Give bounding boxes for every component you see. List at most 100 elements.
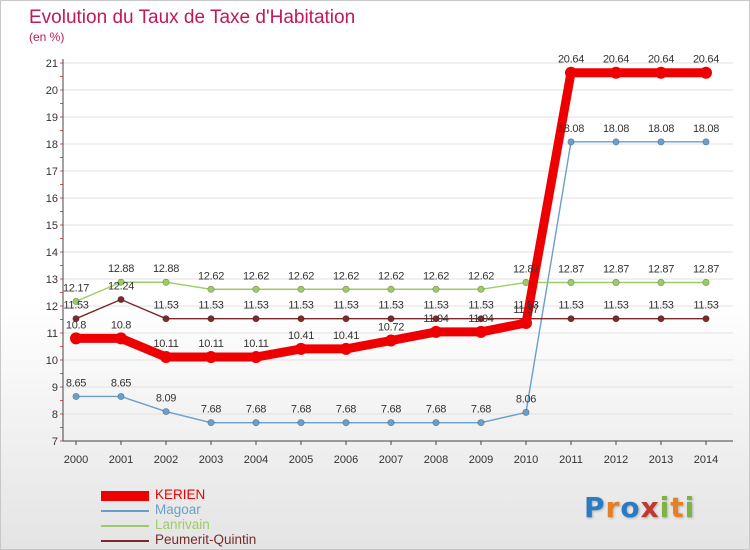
logo-letter: x <box>640 491 660 524</box>
legend-label: KERIEN <box>155 487 206 502</box>
data-label: 11.53 <box>693 300 718 312</box>
data-point <box>342 315 350 323</box>
y-tick-label: 13 <box>46 274 58 286</box>
x-tick-label: 2013 <box>649 454 673 466</box>
x-tick-label: 2002 <box>154 454 178 466</box>
data-point <box>295 342 307 355</box>
data-point <box>162 278 170 286</box>
data-label: 12.62 <box>378 270 404 282</box>
data-point <box>610 66 622 79</box>
chart-subtitle: (en %) <box>29 30 65 44</box>
data-point <box>342 419 350 427</box>
data-label: 7.68 <box>381 404 401 416</box>
data-point <box>117 296 125 304</box>
data-point <box>702 315 710 323</box>
data-point <box>162 408 170 416</box>
data-label: 12.62 <box>288 270 314 282</box>
data-label: 12.62 <box>468 270 494 282</box>
legend-label: Lanrivain <box>155 517 210 532</box>
data-label: 10.41 <box>333 330 359 342</box>
data-point <box>387 315 395 323</box>
data-label: 11.53 <box>243 300 268 312</box>
data-label: 12.87 <box>693 264 719 276</box>
data-label: 10.11 <box>243 338 268 350</box>
y-tick-label: 7 <box>52 436 58 448</box>
data-label: 7.68 <box>336 404 356 416</box>
legend-label: Peumerit-Quintin <box>155 532 257 547</box>
data-point <box>522 279 530 287</box>
data-point <box>520 317 532 330</box>
data-point <box>72 392 80 400</box>
data-label: 11.53 <box>558 300 583 312</box>
data-point <box>565 66 577 79</box>
data-point <box>297 285 305 293</box>
data-label: 18.08 <box>558 123 584 135</box>
data-label: 18.08 <box>648 123 674 135</box>
data-label: 12.62 <box>333 270 359 282</box>
data-label: 11.53 <box>288 300 313 312</box>
data-point <box>160 351 172 364</box>
data-label: 11.53 <box>63 300 88 312</box>
legend-swatch <box>101 525 149 527</box>
x-tick-label: 2009 <box>469 454 493 466</box>
x-tick-label: 2007 <box>379 454 403 466</box>
data-point <box>162 315 170 323</box>
data-point <box>385 334 397 347</box>
data-point <box>70 332 82 345</box>
data-point <box>702 138 710 146</box>
data-label: 12.87 <box>513 264 539 276</box>
data-label: 11.04 <box>423 313 448 325</box>
x-tick-label: 2005 <box>289 454 313 466</box>
logo-letter: P <box>584 491 606 524</box>
y-tick-label: 17 <box>46 166 58 178</box>
data-label: 10.41 <box>288 330 314 342</box>
data-label: 11.53 <box>468 300 493 312</box>
x-tick-label: 2010 <box>514 454 538 466</box>
data-point <box>387 285 395 293</box>
data-point <box>340 342 352 355</box>
logo-letter: i <box>659 491 671 524</box>
logo-letter: t <box>670 491 685 524</box>
data-label: 7.68 <box>426 404 446 416</box>
data-label: 10.8 <box>66 319 86 331</box>
data-point <box>430 325 442 338</box>
y-tick-label: 18 <box>46 139 58 151</box>
data-label: 11.53 <box>648 300 673 312</box>
x-tick-label: 2000 <box>64 454 88 466</box>
data-label: 20.64 <box>648 54 674 66</box>
x-tick-label: 2003 <box>199 454 223 466</box>
data-label: 11.53 <box>513 300 538 312</box>
x-tick-label: 2008 <box>424 454 448 466</box>
data-label: 20.64 <box>558 54 584 66</box>
data-label: 11.53 <box>198 300 223 312</box>
data-label: 7.68 <box>291 404 311 416</box>
data-point <box>252 419 260 427</box>
chart-title: Evolution du Taux de Taxe d'Habitation <box>29 7 356 28</box>
x-tick-label: 2001 <box>109 454 133 466</box>
data-label: 11.53 <box>423 300 448 312</box>
data-label: 12.62 <box>243 270 269 282</box>
data-point <box>252 285 260 293</box>
data-point <box>657 138 665 146</box>
data-label: 10.8 <box>111 319 131 331</box>
y-tick-label: 19 <box>46 112 58 124</box>
data-label: 11.37 <box>513 304 538 316</box>
y-tick-label: 10 <box>46 355 58 367</box>
data-label: 12.88 <box>108 263 134 275</box>
data-point <box>702 279 710 287</box>
data-point <box>522 408 530 416</box>
data-label: 10.11 <box>198 338 223 350</box>
legend-label: Magoar <box>155 502 201 517</box>
data-label: 11.53 <box>378 300 403 312</box>
data-label: 12.87 <box>603 264 629 276</box>
legend-swatch <box>101 510 149 512</box>
series-line-kerien <box>71 68 711 362</box>
data-label: 18.08 <box>693 123 719 135</box>
data-point <box>432 315 440 323</box>
data-point <box>342 285 350 293</box>
data-point <box>207 285 215 293</box>
data-label: 7.68 <box>246 404 266 416</box>
data-label: 12.87 <box>558 264 584 276</box>
data-point <box>387 419 395 427</box>
